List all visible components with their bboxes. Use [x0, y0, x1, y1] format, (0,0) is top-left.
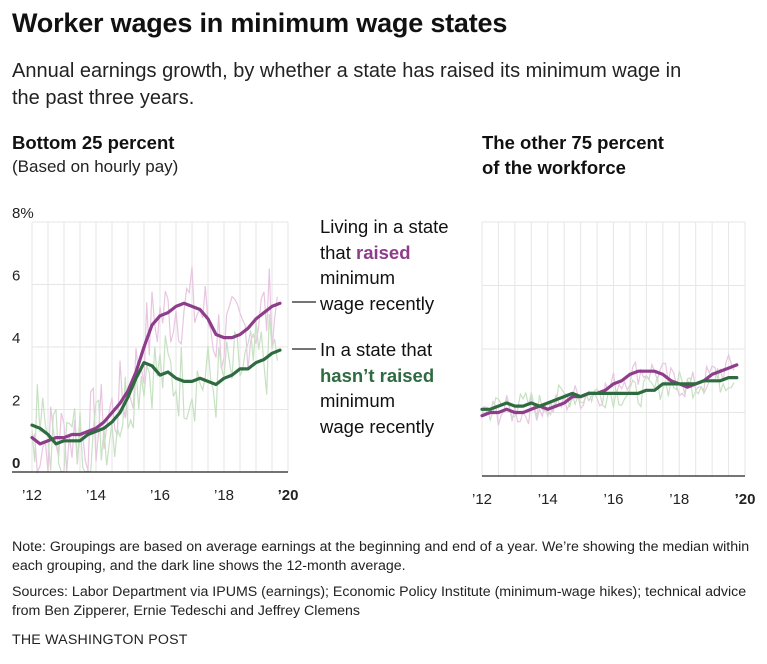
- chart-title: Worker wages in minimum wage states: [12, 8, 508, 38]
- annotation-raised: Living in a state that raised minimum wa…: [320, 214, 449, 316]
- annotation-raised-line2: that raised: [320, 240, 449, 266]
- x-tick-label: ’16: [150, 487, 170, 504]
- annotation-raised-line3: minimum: [320, 267, 396, 288]
- series-detail-line-raised: [31, 266, 278, 475]
- annotation-not-raised-line1: In a state that: [320, 339, 433, 360]
- note-text: Note: Groupings are based on average ear…: [12, 539, 750, 574]
- annotation-not-raised-line3: minimum: [320, 390, 396, 411]
- annotation-raised-line4: wage recently: [320, 292, 435, 314]
- y-tick-label: 4: [12, 330, 20, 347]
- panel-right-title-line2: of the workforce: [482, 157, 626, 178]
- x-tick-label: ’12: [472, 491, 492, 508]
- x-tick-label: ’20: [735, 491, 756, 508]
- series-line-not-raised: [480, 376, 739, 411]
- annotation-raised-line1: Living in a state: [320, 216, 449, 237]
- annotation-not-raised: In a state that hasn’t raised minimum wa…: [320, 337, 434, 439]
- x-tick-label: ’14: [86, 487, 106, 504]
- panel-right-title: The other 75 percent of the workforce: [482, 130, 664, 180]
- x-tick-label: ’14: [538, 491, 558, 508]
- panel-left-title: Bottom 25 percent: [12, 132, 175, 153]
- annotation-not-raised-keyword: hasn’t raised: [320, 364, 435, 386]
- panel-right-title-line1: The other 75 percent: [482, 132, 664, 153]
- series-line-not-raised: [30, 348, 282, 446]
- x-tick-label: ’16: [603, 491, 623, 508]
- y-tick-label: 2: [12, 393, 20, 410]
- panel-left-subtitle: (Based on hourly pay): [12, 157, 179, 176]
- x-tick-label: ’12: [22, 487, 42, 504]
- x-tick-label: ’18: [669, 491, 689, 508]
- series-line-raised: [30, 301, 282, 446]
- series-line-raised: [480, 363, 739, 418]
- credit-text: THE WASHINGTON POST: [12, 632, 188, 648]
- annotation-not-raised-line2: hasn’t raised: [320, 363, 434, 389]
- y-tick-label: 8%: [12, 205, 34, 222]
- x-tick-label: ’18: [214, 487, 234, 504]
- annotation-raised-keyword: raised: [356, 241, 411, 263]
- sources-text: Sources: Labor Department via IPUMS (ear…: [12, 584, 747, 619]
- y-tick-label: 6: [12, 268, 20, 285]
- annotation-raised-line2-pre: that: [320, 241, 356, 263]
- chart-subtitle: Annual earnings growth, by whether a sta…: [12, 60, 682, 109]
- y-tick-label: 0: [12, 455, 20, 472]
- annotation-not-raised-line4: wage recently: [320, 415, 435, 437]
- x-tick-label: ’20: [278, 487, 299, 504]
